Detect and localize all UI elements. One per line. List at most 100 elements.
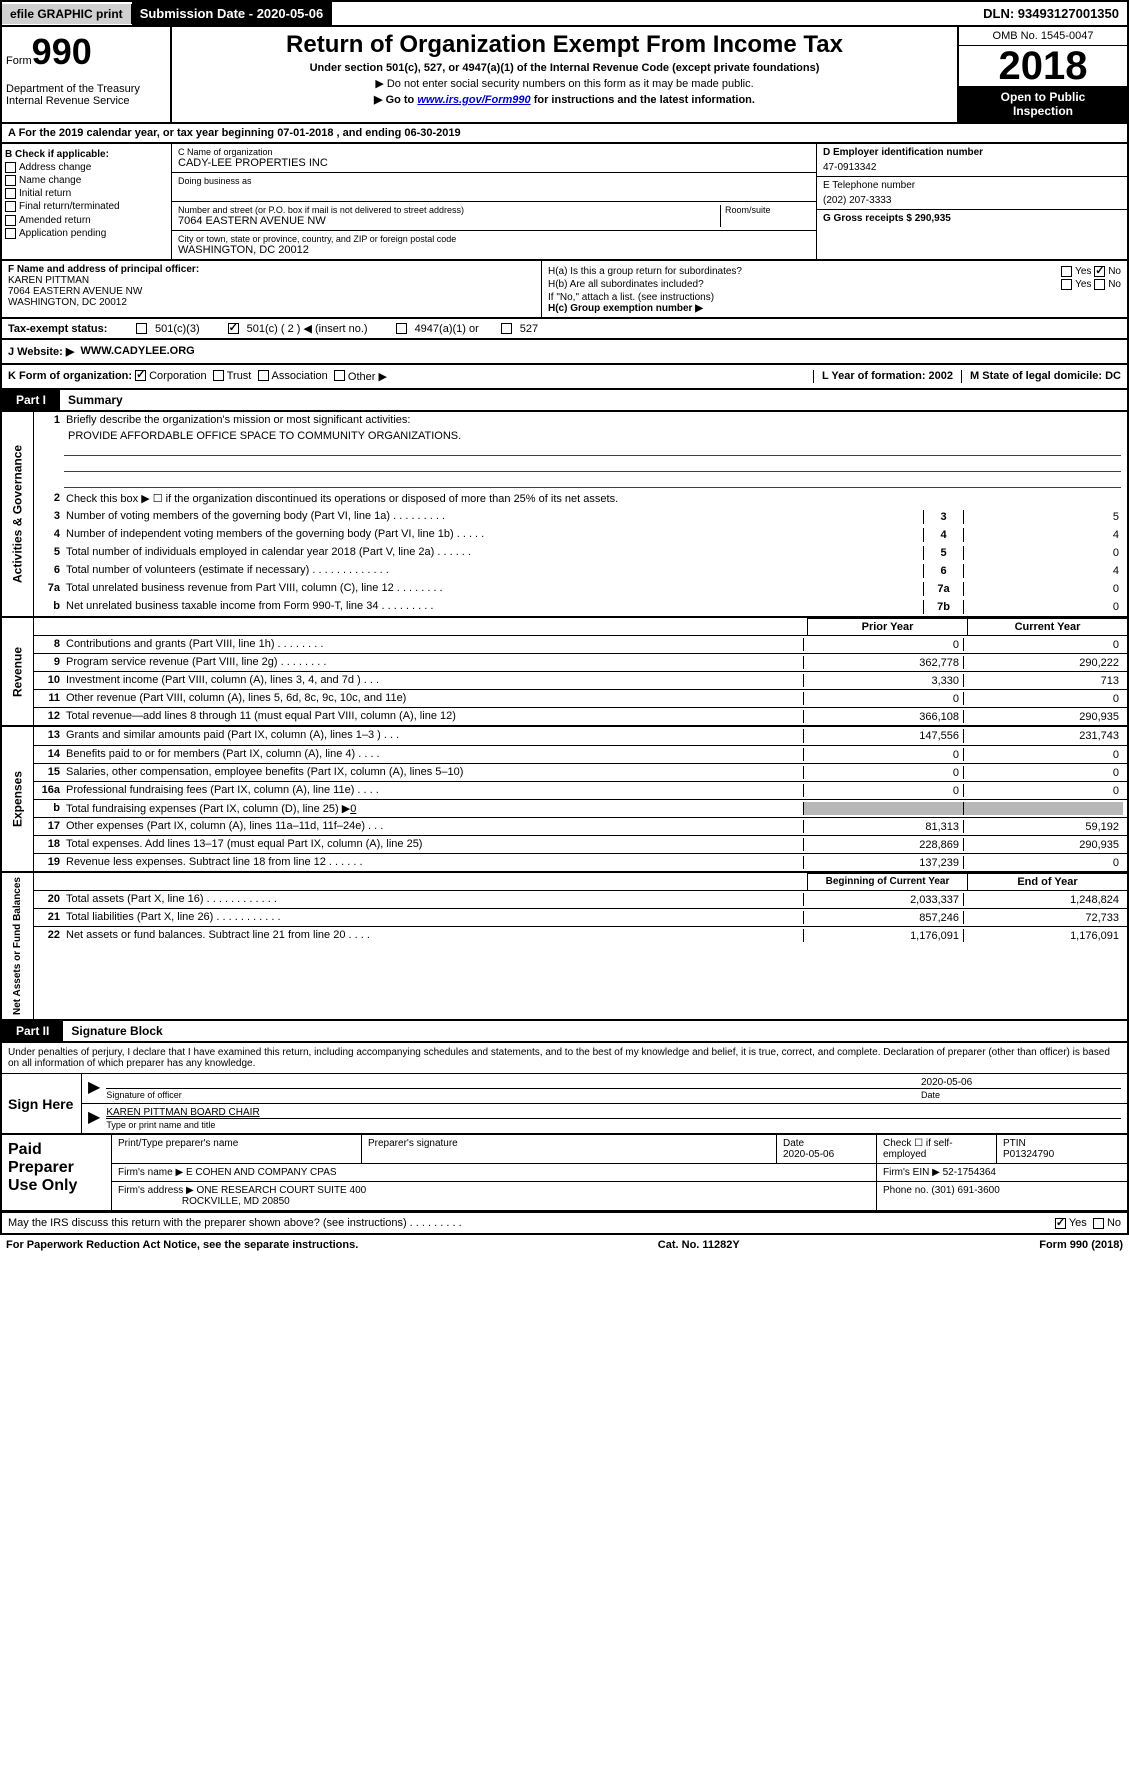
- officer-name: KAREN PITTMAN: [8, 275, 535, 286]
- row-f-h: F Name and address of principal officer:…: [0, 261, 1129, 319]
- top-bar: efile GRAPHIC print Submission Date - 20…: [0, 0, 1129, 27]
- hc-group-exemption: H(c) Group exemption number ▶: [548, 303, 1121, 314]
- checkbox-ha-no[interactable]: [1094, 266, 1105, 277]
- form-word: Form: [6, 55, 32, 67]
- section-a-tax-year: A For the 2019 calendar year, or tax yea…: [0, 124, 1129, 144]
- efile-print-button[interactable]: efile GRAPHIC print: [2, 4, 132, 24]
- checkbox-hb-no[interactable]: [1094, 279, 1105, 290]
- col-current-year: Current Year: [967, 618, 1127, 635]
- val-5: 0: [963, 546, 1123, 560]
- checkbox-other[interactable]: [334, 370, 345, 381]
- sig-date: 2020-05-06: [921, 1077, 1121, 1088]
- sign-here-label: Sign Here: [2, 1074, 82, 1133]
- ssn-note: ▶ Do not enter social security numbers o…: [176, 77, 953, 90]
- col-begin-year: Beginning of Current Year: [807, 873, 967, 890]
- ein-value: 47-0913342: [823, 162, 1121, 173]
- officer-addr2: WASHINGTON, DC 20012: [8, 297, 535, 308]
- city-label: City or town, state or province, country…: [178, 234, 810, 244]
- instructions-link-line: ▶ Go to www.irs.gov/Form990 for instruct…: [176, 93, 953, 106]
- checkbox-name-change[interactable]: [5, 175, 16, 186]
- hb-note: If "No," attach a list. (see instruction…: [548, 292, 1121, 303]
- firm-addr2: ROCKVILLE, MD 20850: [182, 1196, 290, 1207]
- typed-name-label: Type or print name and title: [106, 1118, 1121, 1130]
- prep-date: 2020-05-06: [783, 1149, 870, 1160]
- form-subtitle: Under section 501(c), 527, or 4947(a)(1)…: [176, 62, 953, 74]
- cat-number: Cat. No. 11282Y: [658, 1239, 740, 1251]
- city-state-zip: WASHINGTON, DC 20012: [178, 244, 810, 256]
- dept-treasury: Department of the Treasury: [6, 83, 166, 95]
- row-i-tax-status: Tax-exempt status: 501(c)(3) 501(c) ( 2 …: [0, 319, 1129, 340]
- val-7a: 0: [963, 582, 1123, 596]
- part1-tab: Part I: [2, 390, 60, 410]
- checkbox-trust[interactable]: [213, 370, 224, 381]
- checkbox-pending[interactable]: [5, 228, 16, 239]
- preparer-name-label: Print/Type preparer's name: [112, 1135, 362, 1163]
- perjury-statement: Under penalties of perjury, I declare th…: [2, 1043, 1127, 1074]
- inspection-badge: Open to PublicInspection: [959, 86, 1127, 122]
- sig-officer-label: Signature of officer: [106, 1088, 921, 1100]
- side-label-expenses: Expenses: [2, 727, 34, 871]
- irs-link[interactable]: www.irs.gov/Form990: [417, 94, 530, 106]
- checkbox-4947[interactable]: [396, 323, 407, 334]
- org-name: CADY-LEE PROPERTIES INC: [178, 157, 810, 169]
- checkbox-amended[interactable]: [5, 215, 16, 226]
- checkbox-discuss-no[interactable]: [1093, 1218, 1104, 1229]
- checkbox-501c[interactable]: [228, 323, 239, 334]
- checkbox-address-change[interactable]: [5, 162, 16, 173]
- firm-addr1: ONE RESEARCH COURT SUITE 400: [197, 1185, 367, 1196]
- website-value: WWW.CADYLEE.ORG: [80, 345, 194, 358]
- checkbox-initial-return[interactable]: [5, 188, 16, 199]
- checkbox-discuss-yes[interactable]: [1055, 1218, 1066, 1229]
- part1-title: Summary: [60, 390, 131, 410]
- street-address: 7064 EASTERN AVENUE NW: [178, 215, 720, 227]
- entity-info: B Check if applicable: Address change Na…: [0, 144, 1129, 261]
- side-label-activities: Activities & Governance: [2, 412, 34, 616]
- val-4: 4: [963, 528, 1123, 542]
- side-label-revenue: Revenue: [2, 618, 34, 725]
- part2-header: Part II Signature Block: [0, 1021, 1129, 1043]
- sig-date-label: Date: [921, 1088, 1121, 1100]
- checkbox-ha-yes[interactable]: [1061, 266, 1072, 277]
- submission-date: Submission Date - 2020-05-06: [132, 2, 333, 25]
- summary-activities-governance: Activities & Governance 1Briefly describ…: [0, 412, 1129, 618]
- irs-label: Internal Revenue Service: [6, 95, 166, 107]
- phone-label: E Telephone number: [823, 180, 1121, 191]
- room-label: Room/suite: [725, 205, 810, 215]
- summary-revenue: Revenue Prior YearCurrent Year 8Contribu…: [0, 618, 1129, 727]
- year-formation: L Year of formation: 2002: [813, 370, 953, 383]
- preparer-sig-label: Preparer's signature: [362, 1135, 777, 1163]
- val-3: 5: [963, 510, 1123, 524]
- summary-net-assets: Net Assets or Fund Balances Beginning of…: [0, 873, 1129, 1021]
- form-footer-label: Form 990 (2018): [1039, 1239, 1123, 1251]
- checkbox-hb-yes[interactable]: [1061, 279, 1072, 290]
- part1-header: Part I Summary: [0, 390, 1129, 412]
- footer-bottom: For Paperwork Reduction Act Notice, see …: [0, 1235, 1129, 1255]
- checkbox-final-return[interactable]: [5, 201, 16, 212]
- paid-preparer-section: Paid Preparer Use Only Print/Type prepar…: [0, 1135, 1129, 1212]
- gross-receipts: G Gross receipts $ 290,935: [823, 213, 1121, 224]
- row-klm: K Form of organization: Corporation Trus…: [0, 365, 1129, 390]
- row-j-website: J Website: ▶ WWW.CADYLEE.ORG: [0, 340, 1129, 365]
- footer-discuss: May the IRS discuss this return with the…: [0, 1212, 1129, 1235]
- mission-text: PROVIDE AFFORDABLE OFFICE SPACE TO COMMU…: [34, 430, 1127, 442]
- arrow-icon: ▶: [88, 1107, 100, 1130]
- side-label-netassets: Net Assets or Fund Balances: [2, 873, 34, 1019]
- arrow-icon: ▶: [88, 1077, 100, 1100]
- self-employed-check: Check ☐ if self-employed: [877, 1135, 997, 1163]
- officer-typed-name: KAREN PITTMAN BOARD CHAIR: [106, 1107, 1121, 1118]
- checkbox-assoc[interactable]: [258, 370, 269, 381]
- val-6: 4: [963, 564, 1123, 578]
- officer-addr1: 7064 EASTERN AVENUE NW: [8, 286, 535, 297]
- form-number: 990: [32, 31, 92, 72]
- addr-label: Number and street (or P.O. box if mail i…: [178, 205, 720, 215]
- form-title: Return of Organization Exempt From Incom…: [176, 31, 953, 59]
- form-header: Form990 Department of the Treasury Inter…: [0, 27, 1129, 124]
- state-domicile: M State of legal domicile: DC: [961, 370, 1121, 383]
- dba-label: Doing business as: [178, 176, 810, 186]
- ptin-value: P01324790: [1003, 1149, 1121, 1160]
- checkbox-527[interactable]: [501, 323, 512, 334]
- checkbox-501c3[interactable]: [136, 323, 147, 334]
- ein-label: D Employer identification number: [823, 147, 1121, 158]
- tax-year: 2018: [959, 46, 1127, 86]
- checkbox-corp[interactable]: [135, 370, 146, 381]
